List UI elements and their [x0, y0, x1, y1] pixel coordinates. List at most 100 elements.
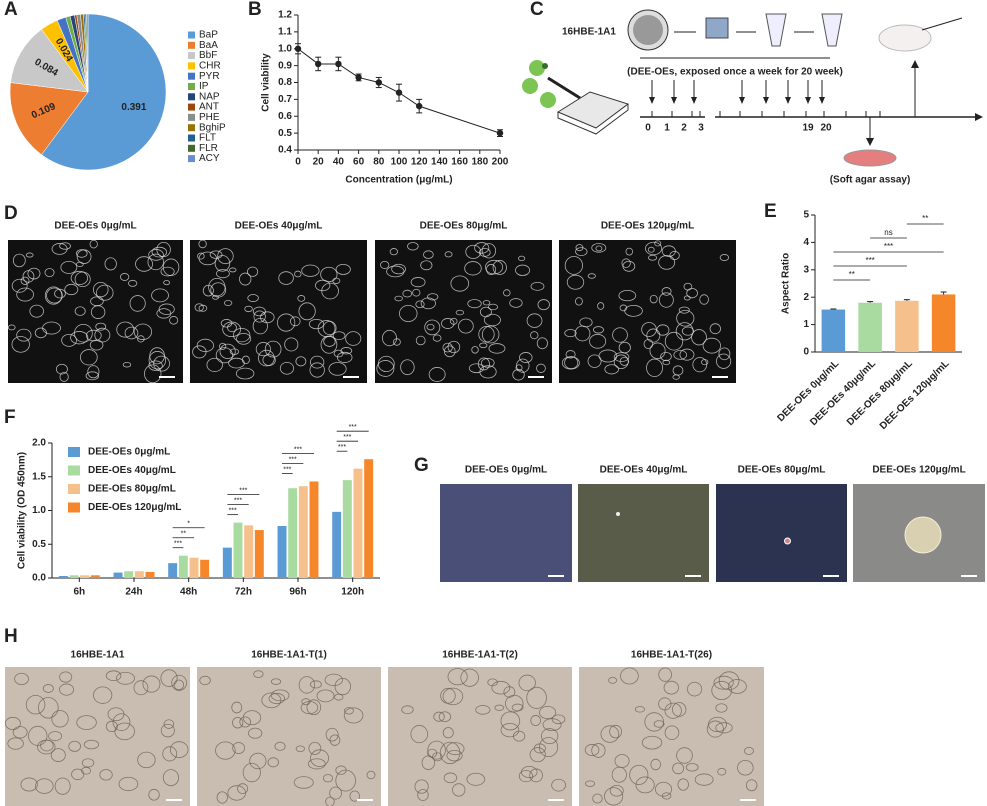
cell [54, 288, 66, 299]
cell [551, 714, 566, 725]
cell [83, 739, 100, 750]
cell [584, 744, 600, 756]
cell [214, 255, 231, 272]
cell [336, 351, 353, 363]
cell [613, 352, 630, 362]
cell [248, 727, 263, 739]
significance: *** [865, 256, 874, 265]
scale-bar [166, 799, 182, 801]
cell [500, 711, 521, 731]
legend-label: BaA [199, 40, 218, 51]
x-tick-label: DEE-OEs 80μg/mL [845, 358, 915, 428]
cell [542, 718, 562, 732]
cell [306, 699, 322, 716]
image-title: DEE-OEs 40μg/mL [600, 465, 688, 476]
cell [25, 252, 34, 258]
significance: *** [239, 487, 247, 494]
cell [686, 288, 698, 299]
cell [133, 680, 149, 696]
arrow [547, 76, 581, 100]
cell [485, 264, 497, 275]
cell [293, 776, 314, 789]
cell [308, 318, 325, 330]
cell [310, 749, 329, 767]
cell [227, 323, 237, 333]
cell [376, 360, 395, 377]
cell [593, 326, 604, 334]
cell [479, 342, 488, 349]
cell [156, 241, 171, 258]
cell [324, 673, 343, 686]
cell [270, 678, 282, 685]
cell [310, 680, 322, 689]
cell [458, 318, 474, 334]
legend-swatch [68, 502, 80, 513]
cell [481, 325, 500, 344]
cell [478, 326, 495, 343]
legend-label: BaP [199, 30, 218, 41]
x-tick-label: 48h [180, 587, 197, 598]
cell [661, 792, 672, 800]
cell [442, 727, 454, 739]
micrograph [578, 484, 709, 582]
cell [137, 751, 156, 769]
cell [252, 306, 266, 317]
cell [322, 774, 333, 783]
cell [661, 287, 672, 296]
y-tick-label: 0.5 [32, 539, 46, 550]
cell [104, 257, 117, 271]
y-tick-label: 0.5 [278, 128, 292, 139]
cell [455, 309, 465, 316]
cell [335, 263, 351, 275]
cell [295, 356, 307, 367]
cell [566, 274, 585, 290]
micrograph [5, 667, 190, 806]
cell [415, 335, 426, 346]
scale-bar [548, 799, 564, 801]
legend-label: NAP [199, 91, 220, 102]
schematic: 16HBE-1A1 (DEE-OEs, exposed once a week … [522, 9, 983, 186]
cell [663, 680, 679, 695]
legend-label: DEE-OEs 40μg/mL [88, 465, 176, 476]
cell [301, 264, 320, 277]
scale-bar [740, 799, 756, 801]
scale-bar [357, 799, 373, 801]
cell [20, 777, 38, 792]
cell [676, 309, 695, 327]
cell [241, 355, 250, 365]
cell [664, 725, 680, 740]
cell-icon [542, 63, 548, 69]
cell [162, 769, 180, 787]
x-tick-label: 40 [333, 157, 345, 168]
timeline-label: 0 [645, 123, 651, 134]
cell [519, 352, 533, 363]
cell [536, 363, 546, 373]
cell [54, 777, 71, 795]
legend-swatch [188, 62, 195, 70]
significance: *** [234, 497, 242, 504]
x-tick-label: 0 [295, 157, 301, 168]
legend-swatch [188, 144, 195, 152]
arrowhead [671, 97, 677, 104]
cell [526, 313, 543, 328]
cell [233, 327, 251, 343]
cell [50, 748, 66, 762]
cell [675, 322, 694, 341]
cell [235, 367, 255, 380]
cell [598, 349, 618, 363]
cell [718, 347, 731, 361]
cell [447, 340, 461, 354]
cell [366, 770, 376, 780]
significance: ns [884, 228, 892, 237]
x-tick-label: 96h [289, 587, 306, 598]
significance: ** [922, 214, 928, 223]
cell [197, 252, 205, 260]
cell [635, 776, 655, 794]
cell [530, 331, 539, 340]
cell [253, 310, 266, 323]
bar [200, 559, 210, 578]
cell [392, 338, 401, 346]
bar [80, 575, 90, 578]
arrowhead [739, 97, 745, 104]
scale-bar [961, 575, 977, 577]
